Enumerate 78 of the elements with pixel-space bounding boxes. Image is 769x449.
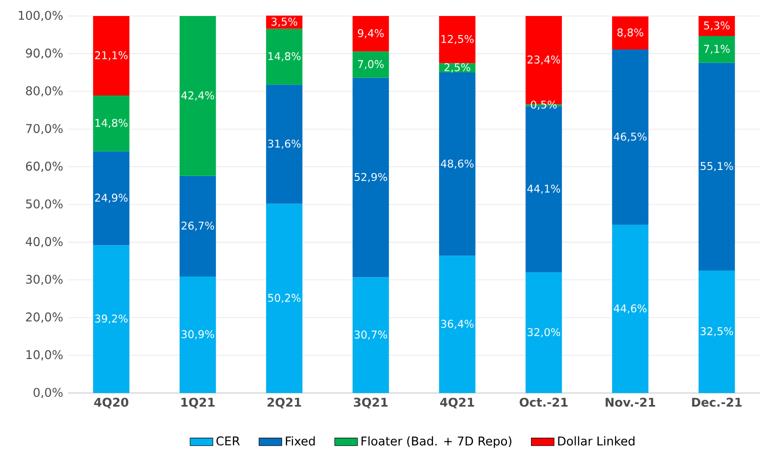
data-label: 24,9% bbox=[95, 194, 128, 203]
data-label: 44,6% bbox=[614, 304, 647, 314]
legend-label: Dollar Linked bbox=[558, 436, 634, 446]
y-tick-label: 0,0% bbox=[34, 388, 63, 398]
bar bbox=[439, 72, 476, 256]
x-tick-label: 4Q20 bbox=[94, 398, 128, 408]
bar bbox=[93, 16, 130, 96]
bar bbox=[698, 270, 735, 393]
x-tick-label: Oct.-21 bbox=[520, 398, 568, 407]
data-label: 3,5% bbox=[272, 18, 298, 27]
legend-label: Fixed bbox=[286, 436, 315, 446]
bar bbox=[612, 16, 648, 50]
data-label: 2,5% bbox=[444, 63, 470, 72]
bar bbox=[352, 277, 389, 393]
bar bbox=[266, 204, 302, 393]
data-label: 31,6% bbox=[268, 140, 301, 149]
y-tick-label: 40,0% bbox=[26, 237, 63, 248]
data-label: 42,4% bbox=[181, 91, 214, 100]
data-label: 23,4% bbox=[528, 56, 560, 65]
data-label: 5,3% bbox=[704, 21, 730, 31]
bar bbox=[439, 256, 476, 393]
bar bbox=[266, 16, 302, 29]
y-tick-label: 90,0% bbox=[26, 48, 63, 59]
bar bbox=[439, 16, 476, 64]
data-label: 50,2% bbox=[268, 294, 301, 303]
y-tick-label: 80,0% bbox=[26, 86, 63, 97]
data-label: 44,1% bbox=[527, 184, 560, 194]
data-label: 12,5% bbox=[441, 34, 474, 44]
data-label: 7,0% bbox=[358, 60, 384, 70]
legend-label: Floater (Bad. + 7D Repo) bbox=[362, 436, 512, 448]
bar bbox=[698, 62, 735, 270]
bar bbox=[180, 276, 216, 393]
bar bbox=[612, 50, 648, 225]
y-tick-label: 60,0% bbox=[26, 162, 63, 172]
bar bbox=[526, 272, 562, 393]
y-tick-label: 30,0% bbox=[26, 274, 63, 286]
bar bbox=[352, 51, 389, 78]
data-label: 39,2% bbox=[95, 314, 128, 324]
y-tick-label: 20,0% bbox=[26, 312, 63, 323]
data-label: 32,5% bbox=[700, 327, 734, 336]
bar bbox=[93, 151, 130, 246]
bar bbox=[698, 36, 735, 63]
legend-label: CER bbox=[216, 436, 240, 446]
data-label: 46,5% bbox=[614, 132, 647, 142]
y-tick-label: 10,0% bbox=[26, 350, 63, 360]
bar bbox=[180, 16, 216, 176]
x-tick-label: 2Q21 bbox=[268, 398, 302, 408]
data-label: 36,4% bbox=[441, 320, 474, 329]
x-tick-label: Nov.-21 bbox=[606, 398, 656, 407]
bar bbox=[612, 224, 648, 393]
x-tick-label: 1Q21 bbox=[181, 398, 215, 408]
bar bbox=[352, 78, 389, 278]
bar bbox=[93, 96, 130, 152]
x-tick-label: 4Q21 bbox=[440, 398, 474, 408]
y-tick-label: 100,0% bbox=[18, 10, 63, 22]
data-label: 21,1% bbox=[95, 51, 128, 60]
data-label: 52,9% bbox=[354, 172, 388, 182]
data-label: 32,0% bbox=[528, 328, 560, 338]
y-tick-label: 50,0% bbox=[26, 199, 63, 210]
data-label: 48,6% bbox=[440, 160, 474, 169]
bar bbox=[352, 16, 389, 52]
data-label: 55,1% bbox=[700, 162, 734, 172]
data-label: 8,8% bbox=[617, 28, 644, 38]
bar bbox=[698, 16, 735, 36]
x-tick-label: 3Q21 bbox=[354, 398, 388, 408]
bar bbox=[180, 176, 216, 276]
bar bbox=[266, 28, 302, 85]
data-label: 26,7% bbox=[182, 222, 214, 231]
bar bbox=[266, 84, 302, 204]
y-tick-label: 70,0% bbox=[26, 124, 63, 134]
data-label: 14,8% bbox=[268, 52, 301, 62]
bar bbox=[93, 245, 130, 393]
data-label: 30,9% bbox=[182, 330, 214, 340]
data-label: 9,4% bbox=[358, 29, 384, 38]
data-label: 30,7% bbox=[354, 330, 388, 340]
data-label: 14,8% bbox=[95, 118, 128, 128]
data-label: 7,1% bbox=[704, 44, 730, 54]
x-tick-label: Dec.-21 bbox=[692, 398, 742, 407]
